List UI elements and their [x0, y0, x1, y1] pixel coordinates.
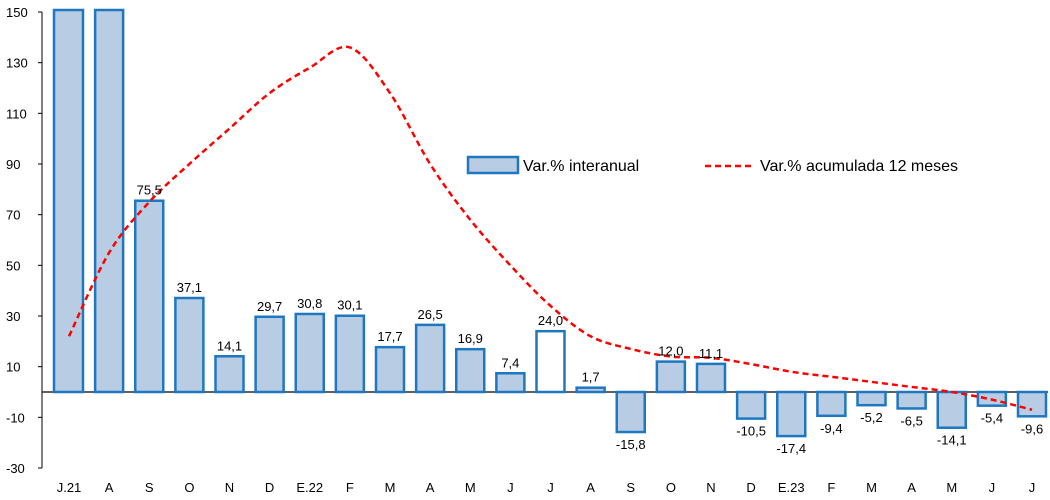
legend-bar-swatch — [466, 155, 520, 175]
bars — [52, 8, 1048, 438]
legend-line-label: Var.% acumulada 12 meses — [760, 158, 958, 175]
data-labels: 75,5 37,1 14,1 29,7 30,8 30,1 17,7 26,5 16,9 7,4 2… — [137, 183, 1044, 456]
bar — [214, 355, 245, 394]
bar — [896, 390, 927, 410]
bar — [776, 390, 807, 438]
y-tick-label: 130 — [6, 56, 28, 71]
x-tick-label: M — [385, 480, 396, 495]
bar — [695, 362, 727, 394]
bar — [856, 390, 887, 407]
x-tick-label: J.21 — [57, 480, 82, 495]
x-tick-label: A — [105, 480, 114, 495]
y-tick-label: -30 — [6, 461, 25, 476]
bar — [936, 390, 967, 429]
bar-value-label: -10,5 — [736, 424, 766, 439]
x-tick-label: M — [946, 480, 957, 495]
bar — [735, 390, 767, 420]
bar-value-label: 30,8 — [297, 296, 322, 311]
y-tick-label: 70 — [6, 208, 20, 223]
y-tick-label: 50 — [6, 258, 20, 273]
bar-value-label: 37,1 — [177, 280, 202, 295]
y-tick-label: -10 — [6, 410, 25, 425]
x-tick-label: M — [866, 480, 877, 495]
bar-value-label: 24,0 — [538, 313, 563, 328]
bar — [52, 8, 85, 394]
x-tick-label: J — [989, 480, 996, 495]
bar-value-label: -9,4 — [820, 421, 842, 436]
bar-value-label: -6,5 — [900, 413, 922, 428]
bar-value-label: 29,7 — [257, 299, 282, 314]
bar-value-label: -5,4 — [981, 411, 1003, 426]
bar — [254, 315, 285, 394]
bar-value-label: -14,1 — [937, 433, 967, 448]
bar — [1016, 390, 1048, 418]
bar-value-label: 12,0 — [658, 344, 683, 359]
bar-value-label: 17,7 — [377, 329, 402, 344]
bar — [816, 390, 847, 418]
x-tick-label: A — [426, 480, 435, 495]
bar-value-label: 16,9 — [458, 331, 483, 346]
bar — [455, 347, 486, 394]
bar — [374, 345, 406, 394]
x-tick-label: E.23 — [778, 480, 805, 495]
x-tick-label: A — [907, 480, 916, 495]
x-tick-label: N — [225, 480, 234, 495]
bar — [174, 296, 205, 394]
x-tick-label: F — [346, 480, 354, 495]
x-tick-label: J — [1029, 480, 1036, 495]
bar-value-label: 30,1 — [337, 298, 362, 313]
bar — [615, 390, 646, 434]
axes: 150 130 110 90 70 50 30 10 -10 -30 J.21 A S O N D E.22 F M… — [6, 5, 1048, 495]
bar-value-label: 14,1 — [217, 338, 242, 353]
bar-value-label: -5,2 — [860, 410, 882, 425]
bar — [334, 314, 366, 394]
x-tick-label: J — [547, 480, 554, 495]
bar — [535, 329, 566, 394]
x-tick-label: O — [184, 480, 194, 495]
x-tick-label: F — [827, 480, 835, 495]
bar — [93, 8, 125, 394]
x-tick-label: D — [746, 480, 755, 495]
x-tick-label: D — [265, 480, 274, 495]
bar — [134, 199, 165, 394]
x-tick-label: S — [145, 480, 154, 495]
bar-value-label: -15,8 — [616, 437, 646, 452]
bar — [655, 360, 687, 394]
y-tick-label: 10 — [6, 360, 20, 375]
bar-value-label: 11,1 — [699, 346, 723, 361]
x-tick-label: A — [586, 480, 595, 495]
legend-bar-label: Var.% interanual — [523, 158, 639, 175]
y-tick-label: 30 — [6, 309, 20, 324]
x-tick-label: M — [465, 480, 476, 495]
bar-value-label: -17,4 — [776, 441, 806, 456]
bar — [575, 386, 606, 394]
x-tick-label: N — [706, 480, 715, 495]
x-tick-label: S — [626, 480, 635, 495]
y-tick-label: 90 — [6, 157, 20, 172]
x-tick-label: J — [507, 480, 514, 495]
x-tick-label: E.22 — [296, 480, 323, 495]
bar-value-label: -9,6 — [1021, 421, 1043, 436]
y-tick-label: 110 — [6, 106, 27, 121]
bar — [495, 372, 526, 394]
bar-value-label: 75,5 — [137, 183, 162, 198]
bar-value-label: 26,5 — [417, 307, 442, 322]
bar — [294, 312, 325, 394]
y-tick-label: 150 — [6, 5, 28, 20]
x-tick-label: O — [666, 480, 676, 495]
bar-value-label: 1,7 — [582, 370, 600, 385]
legend: Var.% interanual Var.% acumulada 12 mese… — [466, 155, 958, 175]
bar-value-label: 7,4 — [501, 355, 519, 370]
bar — [414, 323, 446, 394]
